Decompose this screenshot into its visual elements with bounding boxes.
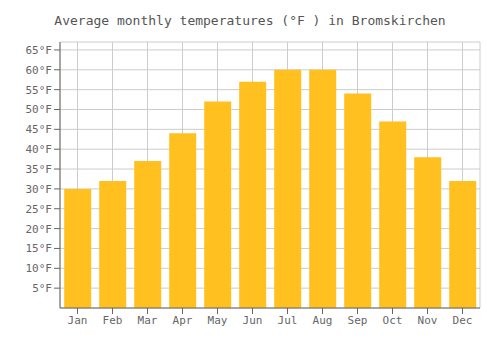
svg-text:5°F: 5°F <box>32 282 52 295</box>
svg-text:65°F: 65°F <box>26 44 53 57</box>
svg-text:20°F: 20°F <box>26 223 53 236</box>
svg-text:Feb: Feb <box>103 314 123 327</box>
svg-text:10°F: 10°F <box>26 262 53 275</box>
svg-text:45°F: 45°F <box>26 123 53 136</box>
svg-text:30°F: 30°F <box>26 183 53 196</box>
svg-text:Oct: Oct <box>383 314 403 327</box>
svg-text:35°F: 35°F <box>26 163 53 176</box>
svg-text:50°F: 50°F <box>26 103 53 116</box>
svg-text:Mar: Mar <box>138 314 158 327</box>
svg-text:15°F: 15°F <box>26 242 53 255</box>
svg-text:Aug: Aug <box>313 314 333 327</box>
svg-text:Jun: Jun <box>243 314 263 327</box>
svg-text:Jan: Jan <box>68 314 88 327</box>
svg-text:May: May <box>208 314 228 327</box>
svg-text:Nov: Nov <box>418 314 438 327</box>
svg-text:Sep: Sep <box>348 314 368 327</box>
svg-text:Dec: Dec <box>453 314 473 327</box>
svg-text:Apr: Apr <box>173 314 193 327</box>
html-text:Average monthly temperatures (: Average monthly temperatures (°F ) in Br… <box>54 13 446 28</box>
svg-text:60°F: 60°F <box>26 64 53 77</box>
svg-text:55°F: 55°F <box>26 84 53 97</box>
svg-text:Jul: Jul <box>278 314 298 327</box>
svg-text:25°F: 25°F <box>26 203 53 216</box>
svg-text:40°F: 40°F <box>26 143 53 156</box>
